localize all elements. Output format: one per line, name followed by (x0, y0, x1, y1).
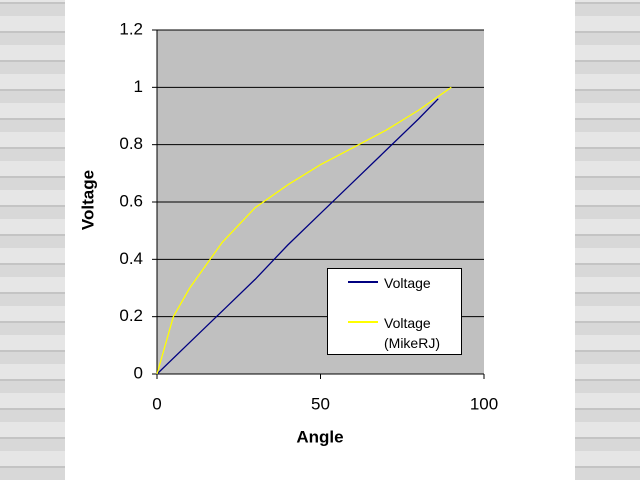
y-tick-label: 0.6 (119, 191, 143, 210)
y-tick-label: 0.2 (119, 306, 143, 325)
legend-item: Voltage (MikeRJ) (328, 313, 454, 353)
series-line (156, 86, 452, 375)
legend-label: Voltage (384, 275, 431, 291)
x-tick-label: 0 (152, 394, 161, 413)
y-tick-label: 0 (134, 363, 143, 382)
legend-swatch (348, 281, 378, 283)
legend-item: Voltage (328, 273, 454, 293)
series-line (156, 98, 439, 375)
x-tick-label: 100 (470, 394, 498, 413)
legend-swatch (348, 321, 378, 323)
y-axis-label: Voltage (78, 170, 97, 230)
legend-label: Voltage (MikeRJ) (384, 315, 440, 351)
legend: Voltage Voltage (MikeRJ) (327, 268, 462, 355)
y-tick-label: 1.2 (119, 19, 143, 38)
y-tick-label: 0.4 (119, 249, 143, 268)
x-tick-label: 50 (311, 394, 330, 413)
x-axis-label: Angle (296, 427, 343, 446)
y-tick-label: 1 (134, 77, 143, 96)
y-tick-label: 0.8 (119, 134, 143, 153)
